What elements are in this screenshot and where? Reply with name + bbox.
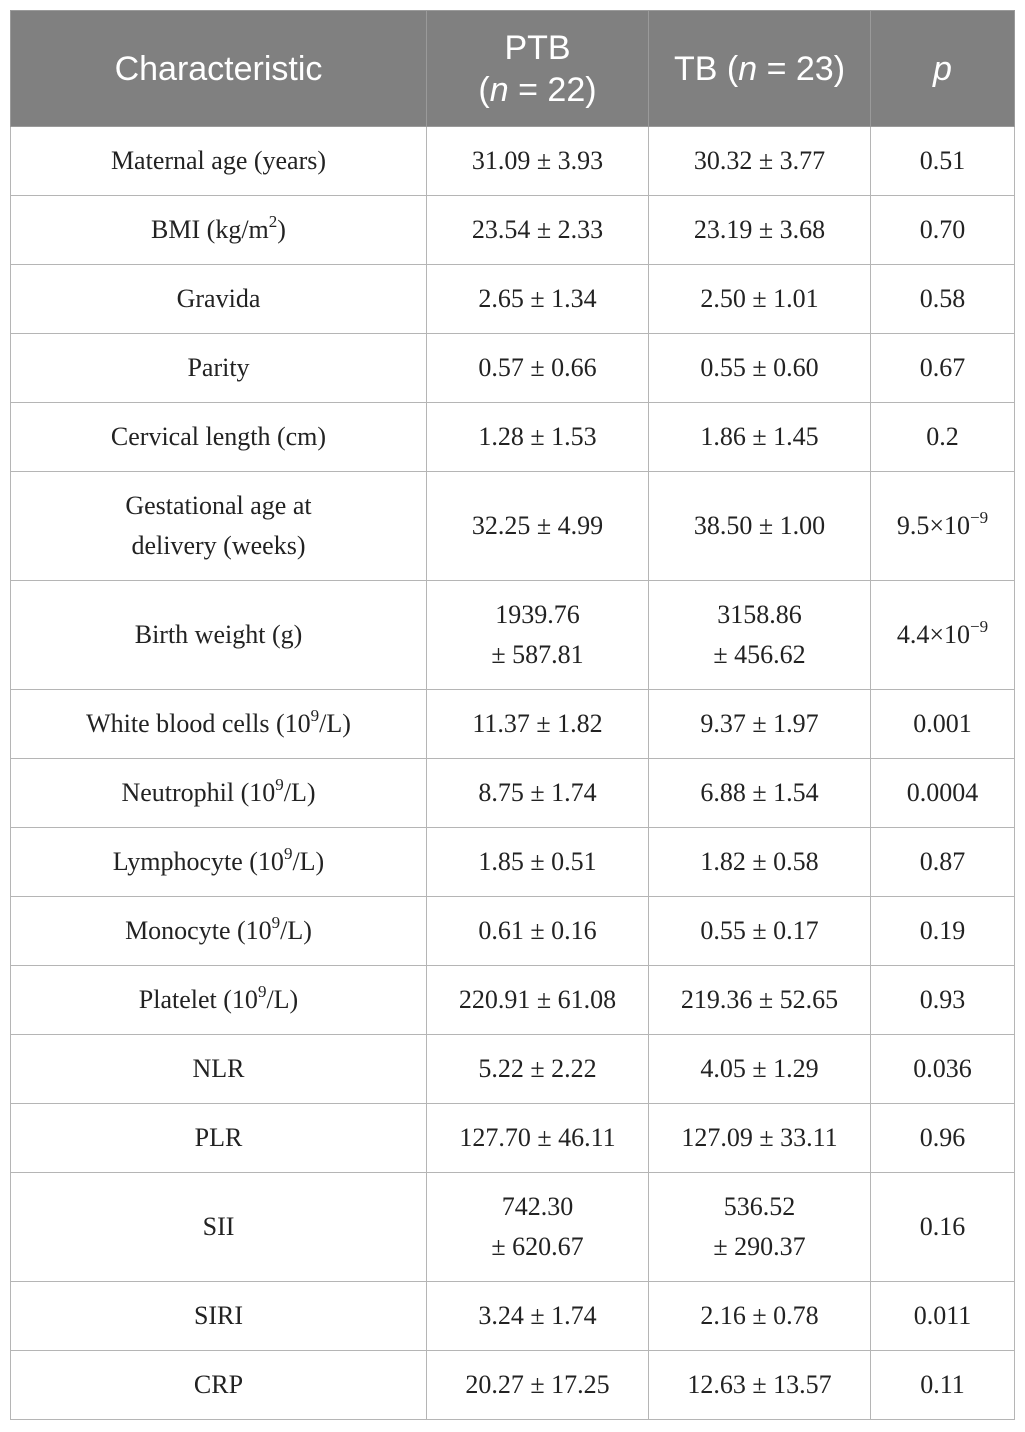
row-ptb-value: 2.65 ± 1.34	[426, 264, 649, 334]
row-p-value: 0.0004	[870, 758, 1015, 828]
row-tb-value: 127.09 ± 33.11	[648, 1103, 871, 1173]
row-p-value: 4.4×10−9	[870, 580, 1015, 690]
row-tb-value: 0.55 ± 0.17	[648, 896, 871, 966]
table-row: Gravida 2.65 ± 1.34 2.50 ± 1.01 0.58	[10, 264, 1015, 334]
row-p-value: 0.96	[870, 1103, 1015, 1173]
row-p-value: 0.67	[870, 333, 1015, 403]
row-tb-value: 4.05 ± 1.29	[648, 1034, 871, 1104]
table-row: Maternal age (years) 31.09 ± 3.93 30.32 …	[10, 126, 1015, 196]
row-p-value: 0.19	[870, 896, 1015, 966]
row-ptb-value: 0.57 ± 0.66	[426, 333, 649, 403]
characteristics-table: Characteristic PTB (n = 22) TB (n = 23) …	[10, 10, 1015, 1420]
row-characteristic: White blood cells (109/L)	[10, 689, 427, 759]
table-row: Birth weight (g) 1939.76 ± 587.81 3158.86…	[10, 580, 1015, 690]
row-p-value: 0.87	[870, 827, 1015, 897]
row-characteristic: Gravida	[10, 264, 427, 334]
row-characteristic: CRP	[10, 1350, 427, 1420]
row-ptb-value: 31.09 ± 3.93	[426, 126, 649, 196]
row-characteristic: Gestational age at delivery (weeks)	[10, 471, 427, 581]
row-tb-value: 2.50 ± 1.01	[648, 264, 871, 334]
row-p-value: 0.16	[870, 1172, 1015, 1282]
row-ptb-value: 20.27 ± 17.25	[426, 1350, 649, 1420]
row-ptb-value: 0.61 ± 0.16	[426, 896, 649, 966]
row-characteristic: Lymphocyte (109/L)	[10, 827, 427, 897]
row-ptb-value: 23.54 ± 2.33	[426, 195, 649, 265]
row-characteristic: Maternal age (years)	[10, 126, 427, 196]
row-p-value: 0.58	[870, 264, 1015, 334]
row-p-value: 0.001	[870, 689, 1015, 759]
header-p: p	[870, 10, 1015, 127]
row-p-value: 0.51	[870, 126, 1015, 196]
table-row: NLR 5.22 ± 2.22 4.05 ± 1.29 0.036	[10, 1034, 1015, 1104]
header-ptb-n: (n = 22)	[478, 70, 597, 109]
table-row: PLR 127.70 ± 46.11 127.09 ± 33.11 0.96	[10, 1103, 1015, 1173]
row-p-value: 0.93	[870, 965, 1015, 1035]
table-row: Lymphocyte (109/L) 1.85 ± 0.51 1.82 ± 0.…	[10, 827, 1015, 897]
table-body: Maternal age (years) 31.09 ± 3.93 30.32 …	[10, 126, 1015, 1420]
table-row: SIRI 3.24 ± 1.74 2.16 ± 0.78 0.011	[10, 1281, 1015, 1351]
table-row: Gestational age at delivery (weeks) 32.25…	[10, 471, 1015, 581]
row-ptb-value: 220.91 ± 61.08	[426, 965, 649, 1035]
table-row: CRP 20.27 ± 17.25 12.63 ± 13.57 0.11	[10, 1350, 1015, 1420]
row-p-value: 9.5×10−9	[870, 471, 1015, 581]
row-characteristic: Monocyte (109/L)	[10, 896, 427, 966]
header-tb: TB (n = 23)	[648, 10, 871, 127]
table-row: White blood cells (109/L) 11.37 ± 1.82 9…	[10, 689, 1015, 759]
row-tb-value: 12.63 ± 13.57	[648, 1350, 871, 1420]
row-tb-value: 9.37 ± 1.97	[648, 689, 871, 759]
row-p-value: 0.11	[870, 1350, 1015, 1420]
row-p-value: 0.70	[870, 195, 1015, 265]
table-row: BMI (kg/m2) 23.54 ± 2.33 23.19 ± 3.68 0.…	[10, 195, 1015, 265]
row-p-value: 0.2	[870, 402, 1015, 472]
header-ptb: PTB (n = 22)	[426, 10, 649, 127]
row-ptb-value: 8.75 ± 1.74	[426, 758, 649, 828]
row-ptb-value: 1.28 ± 1.53	[426, 402, 649, 472]
row-ptb-value: 3.24 ± 1.74	[426, 1281, 649, 1351]
row-tb-value: 0.55 ± 0.60	[648, 333, 871, 403]
table-row: Monocyte (109/L) 0.61 ± 0.16 0.55 ± 0.17…	[10, 896, 1015, 966]
table-row: Cervical length (cm) 1.28 ± 1.53 1.86 ± …	[10, 402, 1015, 472]
row-characteristic: Parity	[10, 333, 427, 403]
row-characteristic: PLR	[10, 1103, 427, 1173]
row-tb-value: 38.50 ± 1.00	[648, 471, 871, 581]
row-ptb-value: 5.22 ± 2.22	[426, 1034, 649, 1104]
row-tb-value: 2.16 ± 0.78	[648, 1281, 871, 1351]
row-ptb-value: 1939.76 ± 587.81	[426, 580, 649, 690]
row-characteristic: Birth weight (g)	[10, 580, 427, 690]
row-tb-value: 219.36 ± 52.65	[648, 965, 871, 1035]
table-row: Neutrophil (109/L) 8.75 ± 1.74 6.88 ± 1.…	[10, 758, 1015, 828]
row-tb-value: 30.32 ± 3.77	[648, 126, 871, 196]
row-characteristic: Platelet (109/L)	[10, 965, 427, 1035]
row-ptb-value: 742.30 ± 620.67	[426, 1172, 649, 1282]
row-p-value: 0.011	[870, 1281, 1015, 1351]
row-ptb-value: 1.85 ± 0.51	[426, 827, 649, 897]
row-characteristic: NLR	[10, 1034, 427, 1104]
table-header: Characteristic PTB (n = 22) TB (n = 23) …	[10, 10, 1015, 127]
header-characteristic: Characteristic	[10, 10, 427, 127]
row-tb-value: 23.19 ± 3.68	[648, 195, 871, 265]
table-row: Parity 0.57 ± 0.66 0.55 ± 0.60 0.67	[10, 333, 1015, 403]
row-tb-value: 1.86 ± 1.45	[648, 402, 871, 472]
row-ptb-value: 32.25 ± 4.99	[426, 471, 649, 581]
table-row: SII 742.30 ± 620.67 536.52 ± 290.37 0.16	[10, 1172, 1015, 1282]
row-tb-value: 3158.86 ± 456.62	[648, 580, 871, 690]
row-characteristic: Cervical length (cm)	[10, 402, 427, 472]
row-tb-value: 1.82 ± 0.58	[648, 827, 871, 897]
row-p-value: 0.036	[870, 1034, 1015, 1104]
header-row: Characteristic PTB (n = 22) TB (n = 23) …	[10, 10, 1015, 127]
row-characteristic: Neutrophil (109/L)	[10, 758, 427, 828]
row-characteristic: SIRI	[10, 1281, 427, 1351]
row-ptb-value: 11.37 ± 1.82	[426, 689, 649, 759]
header-ptb-label: PTB	[504, 28, 571, 67]
table-row: Platelet (109/L) 220.91 ± 61.08 219.36 ±…	[10, 965, 1015, 1035]
row-tb-value: 536.52 ± 290.37	[648, 1172, 871, 1282]
row-tb-value: 6.88 ± 1.54	[648, 758, 871, 828]
row-characteristic: BMI (kg/m2)	[10, 195, 427, 265]
row-ptb-value: 127.70 ± 46.11	[426, 1103, 649, 1173]
row-characteristic: SII	[10, 1172, 427, 1282]
